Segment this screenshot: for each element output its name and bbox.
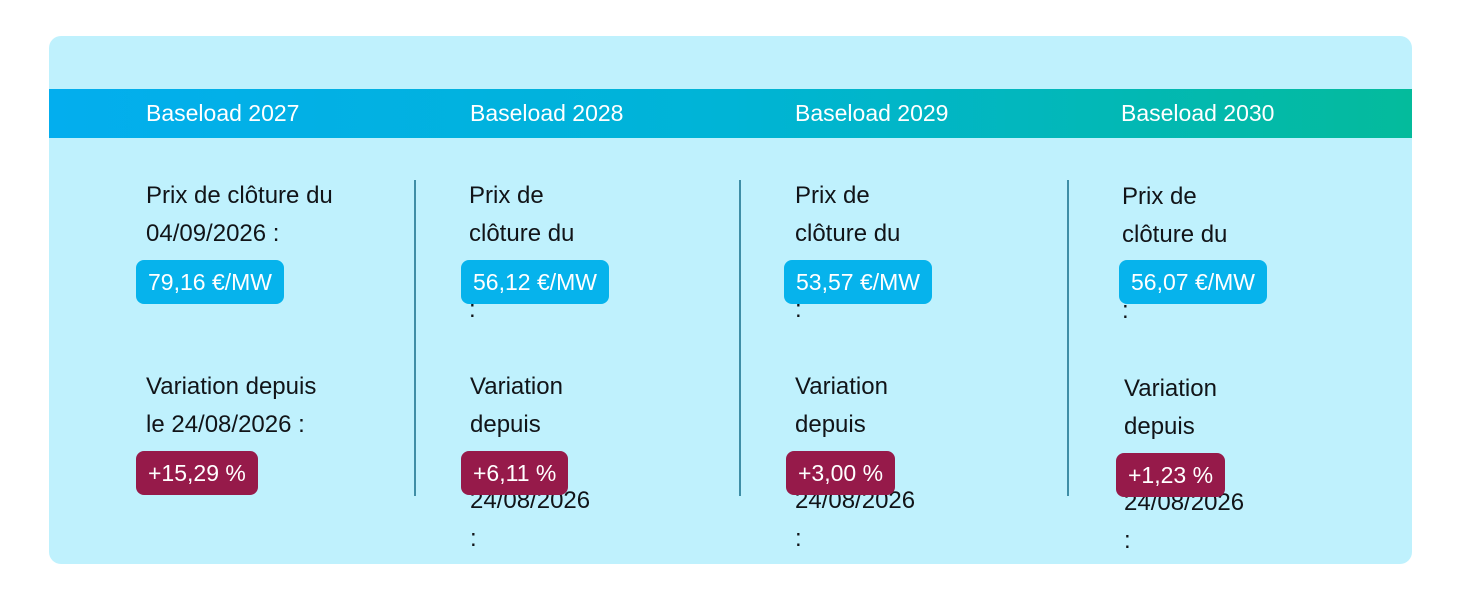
column-divider xyxy=(1067,180,1069,496)
variation-badge: +6,11 % xyxy=(461,451,569,495)
column-title-2027: Baseload 2027 xyxy=(146,100,300,126)
close-price-label: Prix de clôture du 04/09/2026 : xyxy=(469,182,589,323)
column-2030: Prix de clôture du 04/09/2026 : 56,07 €/… xyxy=(49,36,1267,564)
column-divider xyxy=(739,180,741,496)
close-price-badge: 56,12 €/MW xyxy=(461,260,609,304)
variation-badge: +15,29 % xyxy=(136,451,258,495)
close-price-badge: 53,57 €/MW xyxy=(784,260,932,304)
column-2027: Prix de clôture du 04/09/2026 : 79,16 €/… xyxy=(49,36,349,564)
close-price-badge: 79,16 €/MW xyxy=(136,260,284,304)
close-price-label: Prix de clôture du 04/09/2026 : xyxy=(146,182,333,247)
header-band: Baseload 2027 Baseload 2028 Baseload 202… xyxy=(49,89,1412,138)
baseload-prices-card: Baseload 2027 Baseload 2028 Baseload 202… xyxy=(49,36,1412,564)
variation-badge: +1,23 % xyxy=(1116,453,1226,497)
column-2028: Prix de clôture du 04/09/2026 : 56,12 €/… xyxy=(49,36,609,564)
column-title-2030: Baseload 2030 xyxy=(1121,100,1275,126)
column-2029: Prix de clôture du 04/09/2026 : 53,57 €/… xyxy=(49,36,932,564)
variation-badge: +3,00 % xyxy=(786,451,896,495)
close-price-badge: 56,07 €/MW xyxy=(1119,260,1267,304)
close-price-label: Prix de clôture du 04/09/2026 : xyxy=(1122,183,1242,324)
close-price-label: Prix de clôture du 04/09/2026 : xyxy=(795,182,915,323)
variation-label: Variation depuis le 24/08/2026 : xyxy=(146,373,317,438)
column-title-2029: Baseload 2029 xyxy=(795,100,949,126)
column-divider xyxy=(414,180,416,496)
column-title-2028: Baseload 2028 xyxy=(470,100,624,126)
